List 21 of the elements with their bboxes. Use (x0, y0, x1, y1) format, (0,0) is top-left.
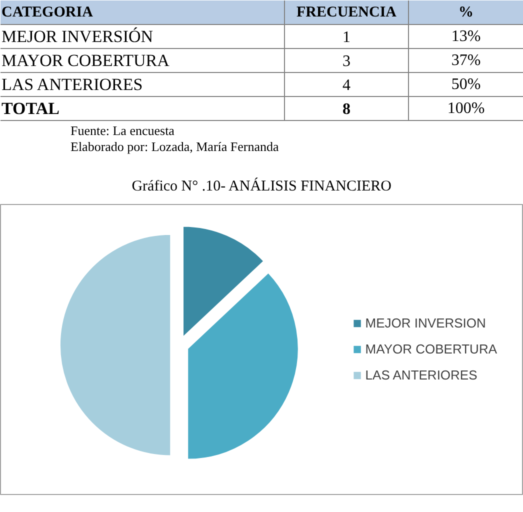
category-label: MAYOR COBERTURA (2, 51, 170, 70)
category-label: LAS ANTERIORES (2, 75, 143, 94)
legend-label: LAS ANTERIORES (365, 368, 478, 382)
text: % (458, 4, 474, 20)
data-label: 100% (447, 100, 485, 117)
series-label: FRECUENCIA (296, 4, 397, 20)
chart-title: Gráfico N° .10- ANÁLISIS FINANCIERO (132, 178, 392, 194)
legend-label: MAYOR COBERTURA (365, 342, 497, 356)
data-label: 13% (451, 28, 481, 45)
legend-label: MEJOR INVERSION (365, 316, 486, 330)
data-label: 37% (451, 52, 481, 69)
source-note: Fuente: La encuesta (70, 123, 175, 138)
data-label: 1 (342, 29, 350, 46)
category-label: TOTAL (2, 99, 60, 118)
data-label: 4 (342, 77, 350, 94)
data-label: 50% (451, 76, 481, 93)
data-label: 3 (342, 53, 350, 70)
legend-title: CATEGORIA (2, 4, 94, 20)
data-label: 8 (342, 101, 350, 118)
category-label: MEJOR INVERSIÓN (2, 27, 154, 46)
text: Elaborado por: Lozada, María Fernanda (70, 139, 280, 154)
